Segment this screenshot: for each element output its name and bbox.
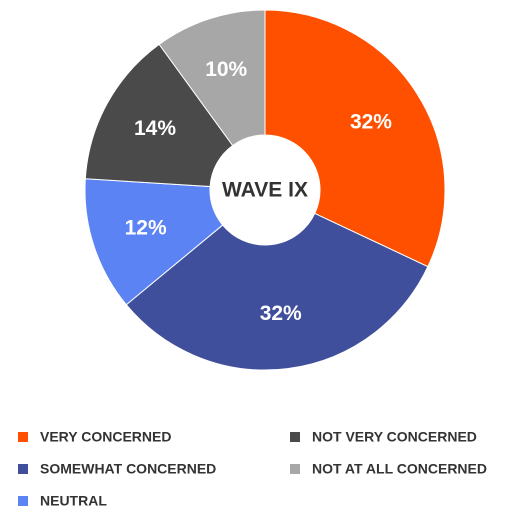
legend-label: NOT AT ALL CONCERNED: [312, 461, 487, 477]
legend-label: SOMEWHAT CONCERNED: [40, 461, 216, 477]
legend-swatch: [290, 464, 300, 474]
legend-label: VERY CONCERNED: [40, 429, 171, 445]
slice: [125, 212, 429, 371]
legend-label: NEUTRAL: [40, 493, 107, 509]
legend-swatch: [18, 464, 28, 474]
value-label: 12%: [125, 216, 167, 239]
center-label: WAVE IX: [222, 179, 308, 202]
legend-label: NOT VERY CONCERNED: [312, 429, 477, 445]
value-label: 32%: [260, 302, 302, 325]
slice: [264, 9, 446, 268]
legend-swatch: [18, 496, 28, 506]
value-label: 32%: [350, 110, 392, 133]
value-label: 10%: [205, 58, 247, 81]
slice: [84, 43, 234, 188]
value-label: 14%: [134, 117, 176, 140]
slice: [158, 9, 266, 147]
legend-swatch: [18, 432, 28, 442]
legend-swatch: [290, 432, 300, 442]
slice: [84, 178, 224, 306]
